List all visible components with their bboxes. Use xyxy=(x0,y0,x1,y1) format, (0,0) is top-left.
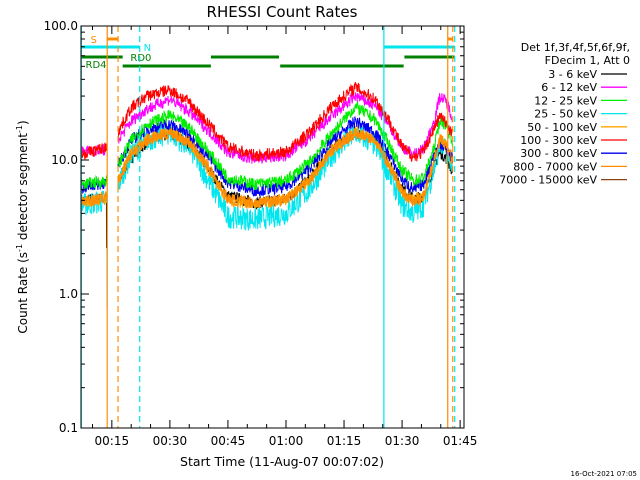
axis-ticks: 00:15 00:30 00:45 01:00 01:15 01:30 01:45 0.1 1.… xyxy=(44,19,478,448)
y-axis-label: Count Rate (s-1 detector segment-1) xyxy=(15,120,30,333)
x-tick-label: 00:45 xyxy=(211,434,246,448)
legend-label: 3 - 6 keV xyxy=(548,68,597,81)
series-line-100-to-300kev xyxy=(80,81,453,163)
x-tick-label: 00:15 xyxy=(95,434,130,448)
flag-label-n: N xyxy=(144,43,151,54)
chart-title: RHESSI Count Rates xyxy=(207,3,358,21)
y-tick-label: 10.0 xyxy=(51,153,78,167)
flag-label-rd0: RD0 xyxy=(130,53,151,64)
x-tick-label: 01:45 xyxy=(443,434,478,448)
legend: Det 1f,3f,4f,5f,6f,9f, FDecim 1, Att 0 3… xyxy=(499,41,630,187)
legend-label: 7000 - 15000 keV xyxy=(499,174,597,187)
x-tick-label: 01:30 xyxy=(385,434,420,448)
generation-timestamp: 16-Oct-2021 07:05 xyxy=(571,470,637,478)
plot-frame xyxy=(80,25,465,429)
y-tick-label: 100.0 xyxy=(44,19,78,33)
y-axis-label-prefix: Count Rate (s xyxy=(16,252,30,334)
flag-label-rd4: RD4 xyxy=(86,60,107,71)
x-tick-label: 01:15 xyxy=(327,434,362,448)
x-tick-label: 01:00 xyxy=(269,434,304,448)
legend-header-line-1: Det 1f,3f,4f,5f,6f,9f, xyxy=(521,41,630,54)
legend-label: 100 - 300 keV xyxy=(520,134,597,147)
x-axis-label: Start Time (11-Aug-07 00:07:02) xyxy=(180,454,384,469)
attenuator-marker-lines xyxy=(80,26,456,428)
legend-label: 25 - 50 keV xyxy=(534,108,597,121)
series-lines xyxy=(80,81,453,307)
legend-label: 300 - 800 keV xyxy=(520,147,597,160)
y-tick-label: 0.1 xyxy=(59,421,78,435)
y-axis-label-sup2: -1 xyxy=(15,125,24,133)
x-tick-label: 00:30 xyxy=(153,434,188,448)
legend-label: 800 - 7000 keV xyxy=(513,160,597,173)
y-tick-label: 1.0 xyxy=(59,287,78,301)
flag-label-s: S xyxy=(91,35,97,46)
legend-header-line-2: FDecim 1, Att 0 xyxy=(545,54,630,67)
y-axis-label-sup1: -1 xyxy=(15,244,24,252)
series-line-800-to-7000kev xyxy=(80,128,453,209)
legend-label: 50 - 100 keV xyxy=(527,121,597,134)
legend-label: 6 - 12 keV xyxy=(541,81,597,94)
legend-label: 12 - 25 keV xyxy=(534,94,597,107)
y-axis-label-suffix: ) xyxy=(16,120,30,125)
y-axis-label-mid: detector segment xyxy=(16,133,30,244)
series-line-12-to-25kev xyxy=(80,100,453,191)
